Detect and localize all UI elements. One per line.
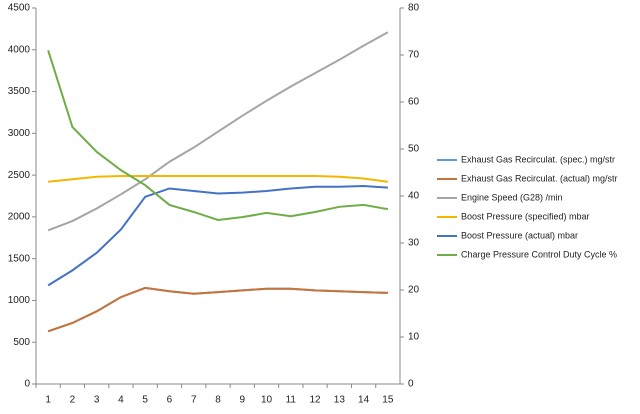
x-tick-label: 10 <box>261 395 273 406</box>
y2-tick-label: 30 <box>408 238 420 249</box>
x-tick-label: 11 <box>286 395 297 406</box>
y-tick-label: 4000 <box>8 44 31 55</box>
x-tick-label: 3 <box>94 395 100 406</box>
x-tick-label: 9 <box>239 395 245 406</box>
series-line <box>47 184 388 287</box>
x-tick-label: 6 <box>167 395 173 406</box>
series-line <box>47 49 389 221</box>
y-tick-label: 3000 <box>8 128 31 139</box>
legend-label: Exhaust Gas Recirculat. (actual) mg/str <box>461 173 618 183</box>
legend-label: Exhaust Gas Recirculat. (spec.) mg/str <box>461 154 615 164</box>
y2-tick-label: 10 <box>408 332 420 343</box>
y2-tick-label: 60 <box>408 97 420 108</box>
x-tick-label: 14 <box>358 395 370 406</box>
series-line <box>48 174 389 183</box>
x-tick-label: 4 <box>118 395 124 406</box>
y-tick-label: 3500 <box>8 86 31 97</box>
series-line <box>47 286 388 333</box>
y2-tick-label: 70 <box>408 50 420 61</box>
x-tick-label: 13 <box>334 395 346 406</box>
x-tick-label: 8 <box>215 395 221 406</box>
y-tick-label: 2500 <box>8 170 31 181</box>
y-tick-label: 1500 <box>8 253 31 264</box>
y-tick-label: 0 <box>24 379 30 390</box>
y2-tick-label: 80 <box>408 3 420 14</box>
y-tick-label: 2000 <box>8 212 31 223</box>
y-tick-label: 500 <box>13 337 30 348</box>
series-line <box>47 31 389 232</box>
x-tick-label: 15 <box>382 395 394 406</box>
y-tick-label: 1000 <box>8 295 31 306</box>
legend-label: Boost Pressure (specified) mbar <box>461 211 590 221</box>
x-tick-label: 5 <box>142 395 148 406</box>
legend-label: Charge Pressure Control Duty Cycle % <box>461 249 617 259</box>
legend-label: Engine Speed (G28) /min <box>461 192 563 202</box>
x-tick-label: 7 <box>191 395 197 406</box>
y2-tick-label: 0 <box>408 379 414 390</box>
x-tick-label: 2 <box>70 395 76 406</box>
y2-tick-label: 50 <box>408 144 420 155</box>
y2-tick-label: 20 <box>408 285 420 296</box>
x-tick-label: 1 <box>45 395 51 406</box>
y2-tick-label: 40 <box>408 191 420 202</box>
x-tick-label: 12 <box>310 395 322 406</box>
y-tick-label: 4500 <box>8 3 31 14</box>
legend-label: Boost Pressure (actual) mbar <box>461 230 578 240</box>
